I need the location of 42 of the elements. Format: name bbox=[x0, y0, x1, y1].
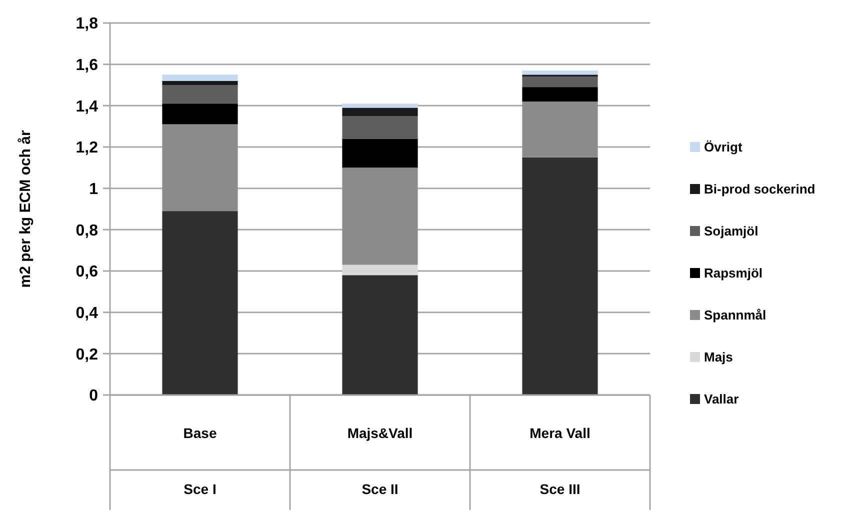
bar bbox=[162, 104, 238, 124]
bar bbox=[342, 116, 418, 139]
bar bbox=[342, 168, 418, 265]
bar bbox=[342, 104, 418, 108]
x-tick-label: Mera Vall bbox=[530, 425, 590, 441]
bar bbox=[342, 275, 418, 395]
text: Sce II bbox=[362, 481, 398, 497]
x-tick-label: Base bbox=[183, 425, 217, 441]
bar bbox=[162, 211, 238, 395]
bar bbox=[162, 74, 238, 81]
bar bbox=[162, 124, 238, 212]
y-tick-label: 1 bbox=[89, 180, 98, 198]
legend-label: Sojamjöl bbox=[704, 224, 758, 239]
y-tick-label: 1,8 bbox=[76, 16, 98, 33]
bar bbox=[522, 76, 598, 88]
bar bbox=[162, 85, 238, 104]
bar bbox=[342, 138, 418, 168]
y-axis-title: m2 per kg ECM och år bbox=[17, 130, 34, 288]
legend-label: Majs bbox=[704, 350, 733, 365]
y-tick-label: 0 bbox=[89, 388, 98, 405]
legend-label: Övrigt bbox=[704, 140, 743, 155]
bar bbox=[522, 70, 598, 75]
bar bbox=[522, 87, 598, 102]
text: Sce III bbox=[540, 481, 580, 497]
x-tick-label: Majs&Vall bbox=[347, 425, 413, 441]
y-tick-label: 1,4 bbox=[76, 98, 98, 116]
legend-label: Vallar bbox=[704, 392, 739, 407]
y-tick-label: 0,6 bbox=[76, 264, 98, 281]
legend-label: Rapsmjöl bbox=[704, 266, 763, 281]
bar bbox=[522, 102, 598, 158]
bar bbox=[342, 264, 418, 276]
y-tick-label: 0,4 bbox=[76, 304, 98, 322]
text: Sce I bbox=[184, 481, 216, 497]
bar bbox=[522, 157, 598, 395]
y-tick-label: 0,8 bbox=[76, 222, 98, 240]
y-tick-label: 1,2 bbox=[76, 140, 98, 157]
legend-label: Bi-prod sockerind bbox=[704, 182, 816, 197]
bar bbox=[162, 80, 238, 85]
legend-label: Spannmål bbox=[704, 308, 766, 323]
y-tick-label: 0,2 bbox=[76, 346, 98, 364]
bar bbox=[342, 108, 418, 116]
y-tick-label: 1,6 bbox=[76, 56, 98, 74]
